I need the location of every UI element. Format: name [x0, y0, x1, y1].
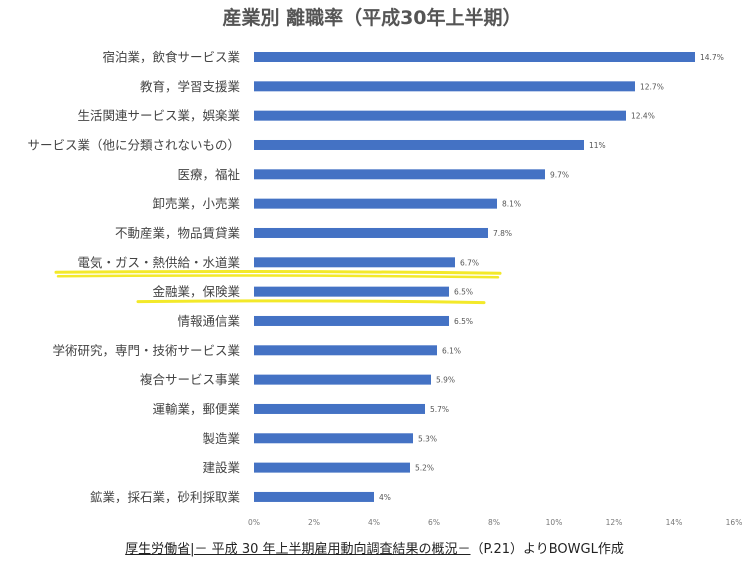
category-label: 学術研究，専門・技術サービス業 — [52, 343, 240, 358]
bars-group — [254, 52, 695, 502]
bar — [254, 433, 413, 444]
value-label: 5.7% — [430, 405, 449, 414]
x-axis-ticks-group: 0% 2% 4% 6% 8% 10% 12% 14% 16% — [248, 518, 742, 527]
value-label: 14.7% — [700, 53, 724, 62]
category-label: 金融業，保険業 — [152, 284, 240, 299]
x-tick-label: 12% — [606, 518, 623, 527]
category-label: 情報通信業 — [177, 313, 240, 328]
bar — [254, 198, 497, 209]
x-tick-label: 0% — [248, 518, 260, 527]
highlight-underline — [54, 270, 502, 275]
value-label: 7.8% — [493, 229, 512, 238]
value-label: 6.5% — [454, 288, 473, 297]
value-label: 9.7% — [550, 170, 569, 179]
value-label: 12.4% — [631, 112, 655, 121]
bar — [254, 491, 374, 502]
x-tick-label: 16% — [726, 518, 743, 527]
value-label: 4% — [379, 493, 391, 502]
x-tick-label: 4% — [368, 518, 380, 527]
x-tick-label: 10% — [546, 518, 563, 527]
bar — [254, 374, 431, 385]
value-label: 6.7% — [460, 258, 479, 267]
value-label: 5.9% — [436, 376, 455, 385]
highlight-underline — [56, 274, 500, 279]
source-suffix: （P.21）よりBOWGL作成 — [470, 542, 624, 557]
bar — [254, 462, 410, 473]
x-tick-label: 6% — [428, 518, 440, 527]
bar — [254, 169, 545, 180]
chart-title: 産業別 離職率（平成30年上半期） — [222, 6, 521, 29]
category-label: 卸売業，小売業 — [152, 196, 240, 211]
category-label: 鉱業，採石業，砂利採取業 — [90, 489, 241, 504]
category-labels-group: 宿泊業，飲食サービス業教育，学習支援業生活関連サービス業，娯楽業サービス業（他に… — [27, 50, 240, 505]
category-label: 生活関連サービス業，娯楽業 — [77, 108, 240, 123]
category-label: 宿泊業，飲食サービス業 — [102, 50, 240, 65]
bar — [254, 345, 437, 356]
value-label: 12.7% — [640, 82, 664, 91]
bar — [254, 257, 455, 268]
bar — [254, 81, 635, 92]
value-label: 8.1% — [502, 200, 521, 209]
bar — [254, 139, 584, 150]
highlight-underline — [136, 299, 486, 305]
bar — [254, 52, 695, 62]
value-label: 5.3% — [418, 434, 437, 443]
x-tick-label: 2% — [308, 518, 320, 527]
x-tick-label: 8% — [488, 518, 500, 527]
category-label: 教育，学習支援業 — [140, 79, 241, 94]
bar — [254, 403, 425, 414]
value-label: 11% — [589, 141, 606, 150]
category-label: 建設業 — [202, 460, 240, 475]
category-label: 不動産業，物品賃貸業 — [115, 225, 241, 240]
value-label: 5.2% — [415, 464, 434, 473]
category-label: 医療，福祉 — [177, 167, 240, 182]
value-labels-group: 14.7% 12.7% 12.4% 11% 9.7% 8.1% 7.8% 6.7% 6.5% 6.… — [379, 53, 724, 502]
bar — [254, 315, 449, 326]
bar — [254, 110, 626, 121]
source-link[interactable]: 厚生労働省|－ 平成 30 年上半期雇用動向調査結果の概況－ — [125, 542, 471, 557]
x-tick-label: 14% — [666, 518, 683, 527]
value-label: 6.1% — [442, 346, 461, 355]
bar — [254, 286, 449, 297]
source-citation: 厚生労働省|－ 平成 30 年上半期雇用動向調査結果の概況－（P.21）よりBO… — [0, 538, 749, 557]
category-label: 電気・ガス・熱供給・水道業 — [77, 255, 240, 270]
highlight-layer — [54, 270, 502, 305]
category-label: 複合サービス事業 — [140, 372, 241, 387]
value-label: 6.5% — [454, 317, 473, 326]
bar — [254, 227, 488, 238]
category-label: サービス業（他に分類されないもの） — [27, 137, 240, 152]
category-label: 製造業 — [202, 431, 240, 446]
category-label: 運輸業，郵便業 — [152, 401, 240, 416]
